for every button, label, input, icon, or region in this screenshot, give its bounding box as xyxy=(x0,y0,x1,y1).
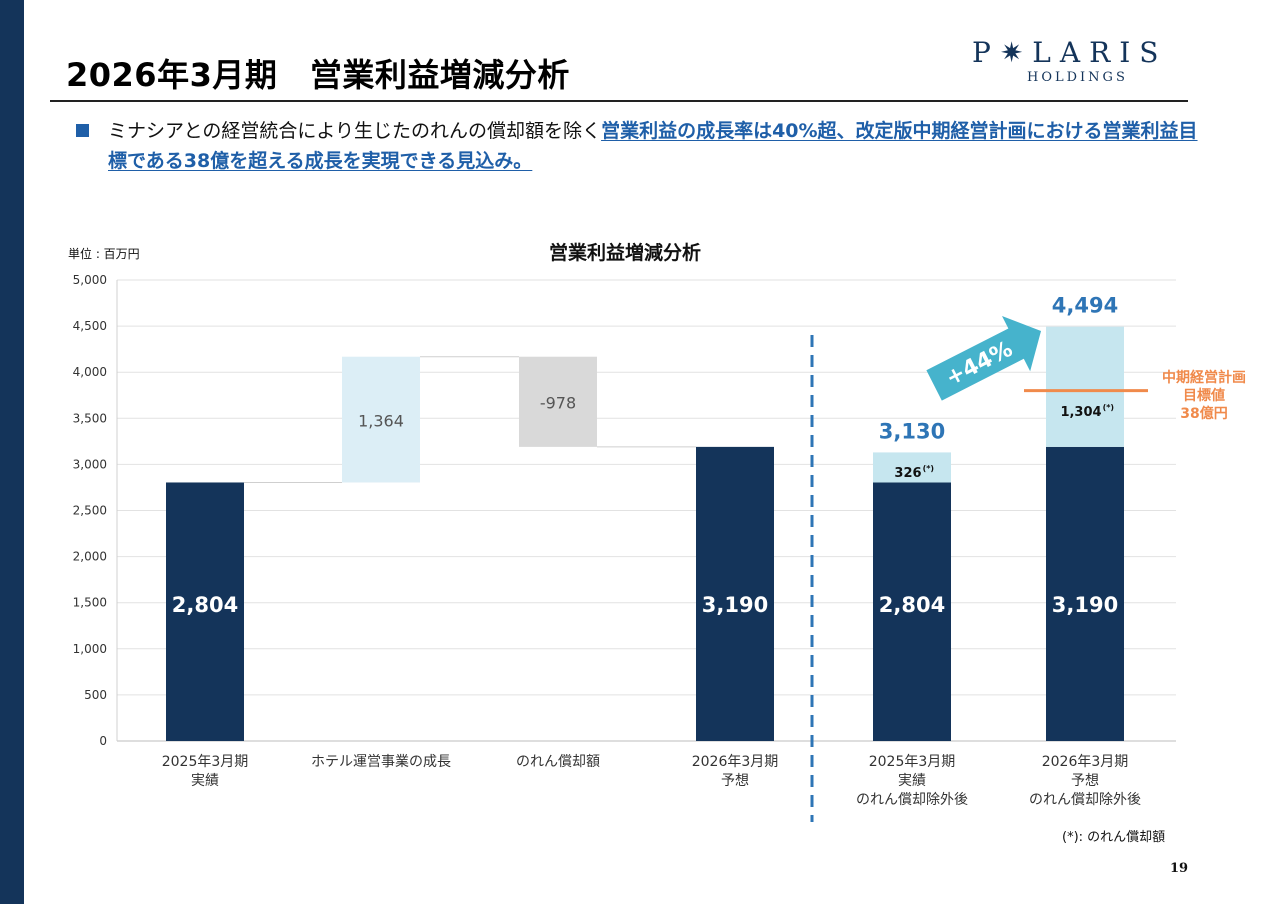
stacked-bar-base xyxy=(1046,446,1124,741)
target-label: 目標値 xyxy=(1183,387,1225,404)
x-category-label: 2026年3月期 xyxy=(1042,754,1129,770)
page-number: 19 xyxy=(1170,861,1189,876)
waterfall-bar-2025-actual xyxy=(166,482,244,741)
bar-data-label: 2,804 xyxy=(879,593,945,617)
y-tick-label: 3,000 xyxy=(73,457,107,471)
y-tick-label: 2,000 xyxy=(73,550,107,564)
stacked-total-label: 4,494 xyxy=(1052,294,1118,318)
x-category-label: 2026年3月期 xyxy=(692,754,779,770)
stacked-bar-goodwill-addback xyxy=(873,452,951,483)
bar-data-label: 1,364 xyxy=(358,412,404,431)
x-category-label: のれん償却除外後 xyxy=(856,792,968,808)
addon-footnote-marker: (*) xyxy=(923,464,935,473)
target-label: 38億円 xyxy=(1180,405,1227,422)
logo-wordmark: P✷LARIS xyxy=(972,36,1168,69)
stacked-total-label: 3,130 xyxy=(879,419,945,443)
y-tick-label: 3,500 xyxy=(73,411,107,425)
x-category-label: 予想 xyxy=(1071,773,1099,789)
x-category-label: 2025年3月期 xyxy=(869,754,956,770)
logo-subtitle: HOLDINGS xyxy=(1027,70,1128,85)
y-tick-label: 2,500 xyxy=(73,504,107,518)
bar-data-label: 3,190 xyxy=(702,593,768,617)
addon-data-label: 326 xyxy=(894,466,921,481)
x-category-label: 実績 xyxy=(898,773,926,789)
x-category-label: ホテル運営事業の成長 xyxy=(311,754,451,770)
x-category-label: 2025年3月期 xyxy=(162,754,249,770)
stacked-bar-goodwill-addback xyxy=(1046,326,1124,447)
page-title: 2026年3月期 営業利益増減分析 xyxy=(66,56,570,94)
polaris-logo: P✷LARIS HOLDINGS xyxy=(972,36,1182,96)
footnote: (*): のれん償却額 xyxy=(1062,830,1166,845)
x-category-label: のれん償却額 xyxy=(516,754,600,770)
y-tick-label: 4,500 xyxy=(73,319,107,333)
waterfall-bar-hotel-growth xyxy=(342,356,420,483)
y-tick-label: 1,500 xyxy=(73,596,107,610)
title-divider xyxy=(50,100,1188,102)
addon-footnote-marker: (*) xyxy=(1103,403,1115,412)
bar-data-label: 2,804 xyxy=(172,593,238,617)
growth-arrow-shape xyxy=(926,316,1042,401)
lead-statement: ミナシアとの経営統合により生じたのれんの償却額を除く営業利益の成長率は40%超、… xyxy=(108,116,1208,176)
y-tick-label: 500 xyxy=(84,688,107,702)
lead-highlight: 営業利益の成長率は40%超、改定版中期経営計画における営業利益目標である38億を… xyxy=(108,120,1198,172)
lead-text: ミナシアとの経営統合により生じたのれんの償却額を除く xyxy=(108,120,602,142)
y-tick-label: 4,000 xyxy=(73,365,107,379)
chart-title: 営業利益増減分析 xyxy=(549,241,701,264)
bar-data-label: -978 xyxy=(540,394,576,413)
waterfall-bar-2026-forecast xyxy=(696,446,774,741)
bullet-square-icon xyxy=(76,124,89,137)
waterfall-bar-goodwill xyxy=(519,356,597,447)
x-category-label: 予想 xyxy=(721,773,749,789)
addon-data-label: 1,304 xyxy=(1060,405,1101,420)
bar-data-label: 3,190 xyxy=(1052,593,1118,617)
x-category-label: のれん償却除外後 xyxy=(1029,792,1141,808)
target-label: 中期経営計画 xyxy=(1162,369,1246,386)
y-tick-label: 0 xyxy=(99,734,107,748)
growth-arrow-icon: +44% xyxy=(926,316,1042,401)
x-category-label: 実績 xyxy=(191,773,219,789)
y-tick-label: 5,000 xyxy=(73,273,107,287)
side-accent-bar xyxy=(0,0,24,904)
y-tick-label: 1,000 xyxy=(73,642,107,656)
unit-label: 単位 : 百万円 xyxy=(68,247,140,261)
stacked-bar-base xyxy=(873,482,951,741)
